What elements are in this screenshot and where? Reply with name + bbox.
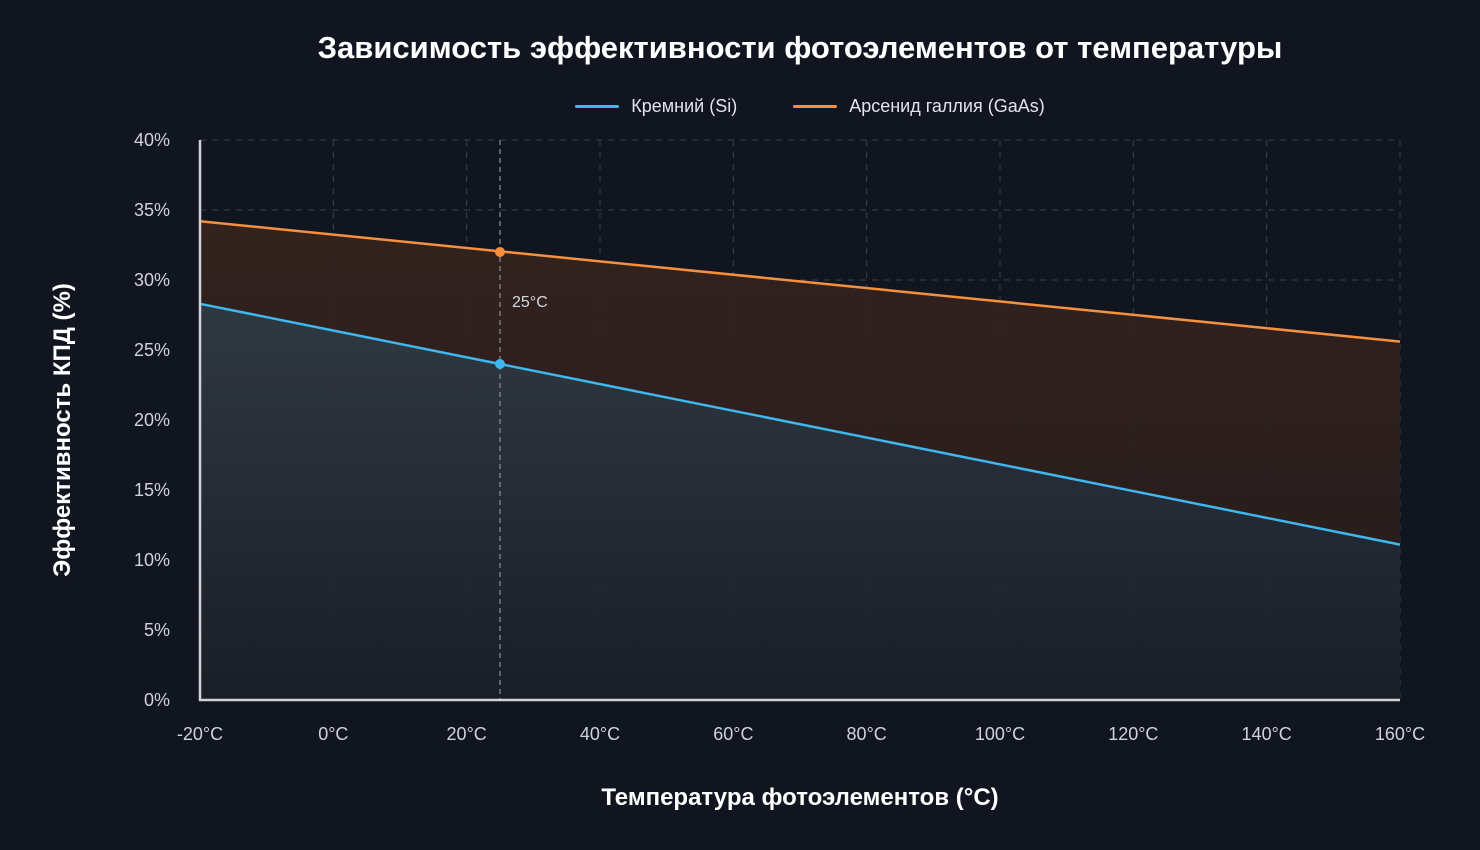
x-tick-label: 60°C bbox=[713, 724, 753, 744]
legend-label-gaas: Арсенид галлия (GaAs) bbox=[849, 96, 1045, 116]
legend-item-gaas[interactable]: Арсенид галлия (GaAs) bbox=[793, 96, 1045, 117]
x-tick-label: -20°C bbox=[177, 724, 223, 744]
y-tick-label: 0% bbox=[144, 690, 170, 710]
x-axis-title: Температура фотоэлементов (°C) bbox=[601, 784, 998, 811]
y-tick-label: 40% bbox=[134, 130, 170, 150]
gaas-line bbox=[199, 219, 1401, 343]
legend: Кремний (Si) Арсенид галлия (GaAs) bbox=[0, 96, 1480, 117]
legend-swatch-gaas bbox=[793, 105, 838, 108]
chart-title: Зависимость эффективности фотоэлементов … bbox=[317, 30, 1283, 65]
y-axis-title: Эффективность КПД (%) bbox=[49, 283, 76, 577]
y-tick-label: 10% bbox=[134, 550, 170, 570]
x-tick-label: 40°C bbox=[580, 724, 620, 744]
legend-label-si: Кремний (Si) bbox=[631, 96, 738, 116]
reference-label: 25°C bbox=[512, 294, 548, 311]
x-tick-label: 140°C bbox=[1242, 724, 1292, 744]
y-tick-label: 25% bbox=[134, 340, 170, 360]
si-line bbox=[199, 302, 1401, 546]
legend-swatch-si bbox=[575, 105, 620, 108]
x-tick-label: 100°C bbox=[975, 724, 1025, 744]
x-tick-label: 160°C bbox=[1375, 724, 1425, 744]
legend-item-si[interactable]: Кремний (Si) bbox=[575, 96, 737, 117]
x-tick-label: 20°C bbox=[447, 724, 487, 744]
y-tick-label: 15% bbox=[134, 480, 170, 500]
y-tick-label: 20% bbox=[134, 410, 170, 430]
y-tick-label: 30% bbox=[134, 270, 170, 290]
x-tick-label: 0°C bbox=[318, 724, 348, 744]
x-tick-label: 80°C bbox=[847, 724, 887, 744]
si-marker[interactable] bbox=[495, 359, 505, 369]
y-tick-label: 35% bbox=[134, 200, 170, 220]
gaas-marker[interactable] bbox=[495, 247, 505, 257]
x-tick-label: 120°C bbox=[1108, 724, 1158, 744]
y-tick-label: 5% bbox=[144, 620, 170, 640]
